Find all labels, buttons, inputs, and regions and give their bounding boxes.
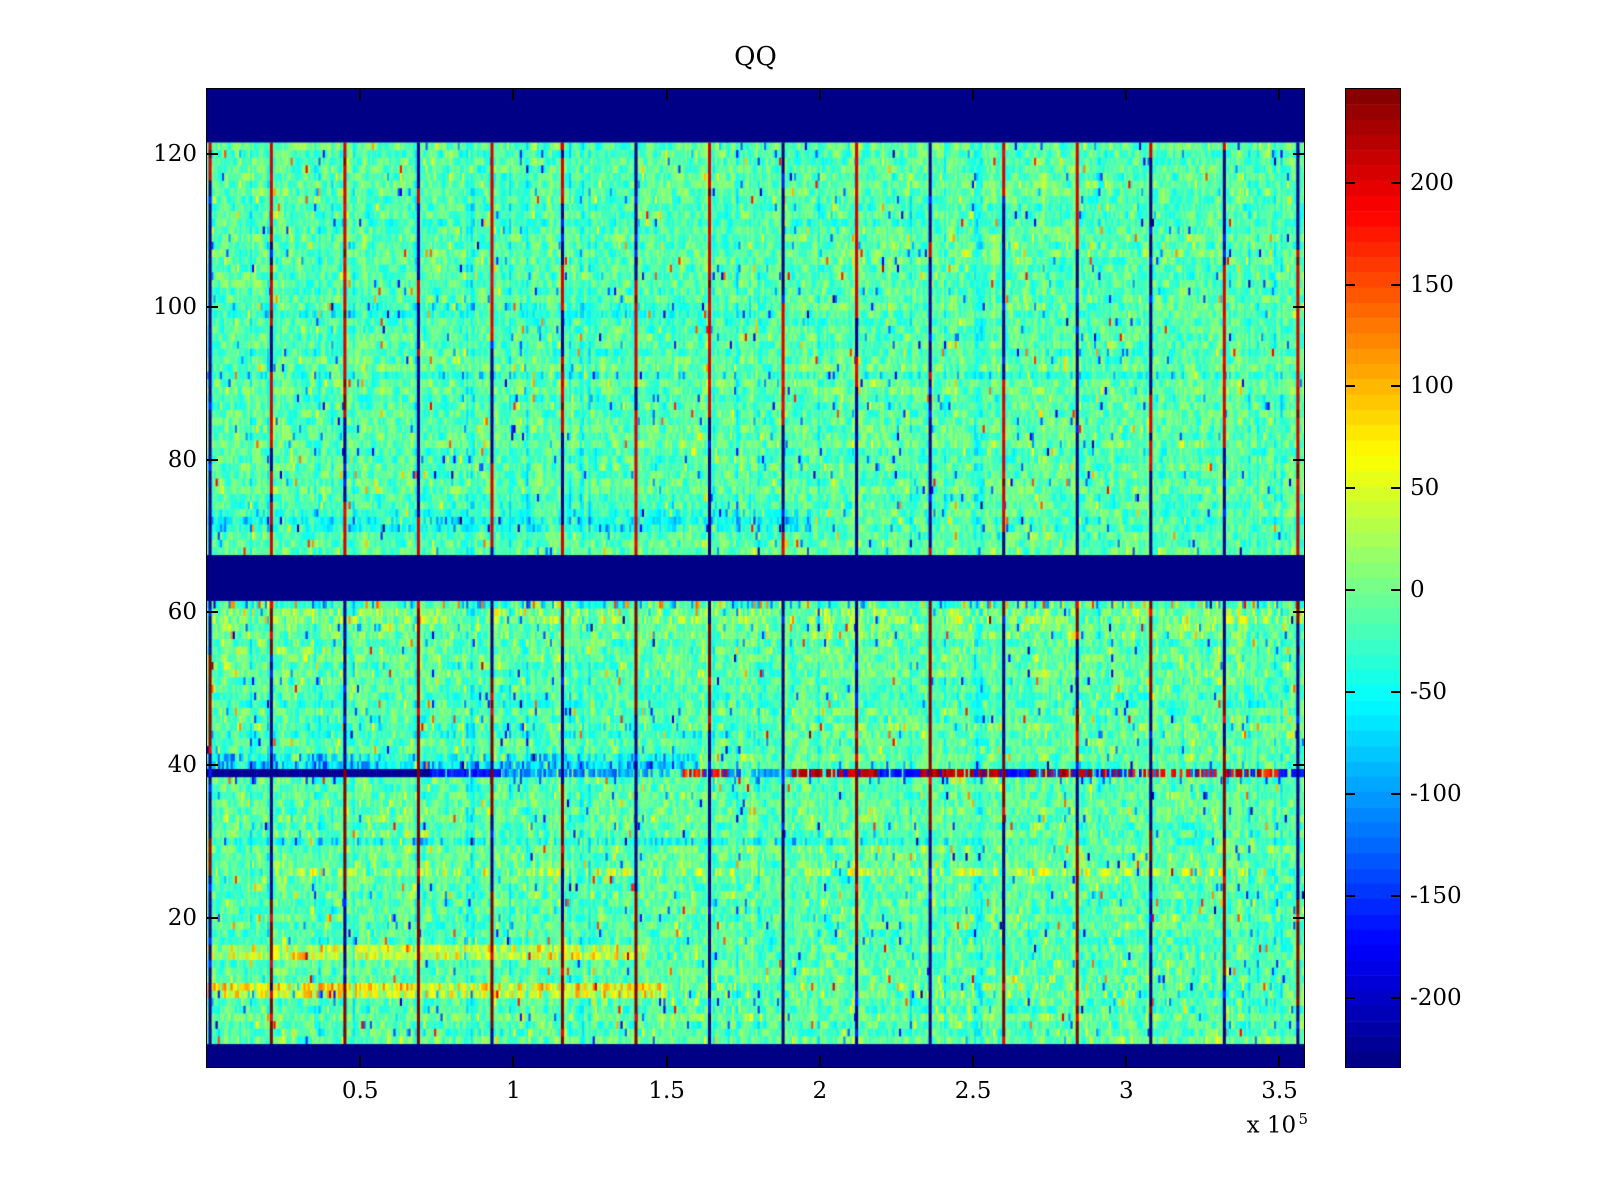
x-tick-mark bbox=[972, 1056, 975, 1067]
y-tick-label: 60 bbox=[167, 599, 197, 626]
y-tick-label: 40 bbox=[167, 752, 197, 779]
x-tick-label: 2 bbox=[812, 1078, 828, 1104]
colorbar-tick-mark-right bbox=[1391, 487, 1400, 490]
colorbar-tick-mark-right bbox=[1391, 894, 1400, 897]
colorbar-tick-mark bbox=[1346, 283, 1355, 286]
y-tick-label: 120 bbox=[153, 140, 197, 167]
x-tick-label: 1.5 bbox=[648, 1078, 685, 1104]
colorbar-tick-label: -100 bbox=[1410, 780, 1462, 807]
colorbar bbox=[1346, 89, 1400, 1067]
y-tick-label: 80 bbox=[167, 446, 197, 473]
colorbar-tick-label: 200 bbox=[1410, 169, 1454, 196]
x-tick-mark bbox=[359, 1056, 362, 1067]
y-tick-mark bbox=[207, 458, 218, 461]
y-tick-label: 20 bbox=[167, 905, 197, 931]
y-tick-label: 100 bbox=[153, 293, 197, 320]
y-tick-mark-right bbox=[1293, 305, 1304, 308]
colorbar-tick-mark bbox=[1346, 691, 1355, 694]
x-tick-mark-top bbox=[972, 89, 975, 100]
colorbar-tick-label: 50 bbox=[1410, 475, 1440, 502]
colorbar-tick-mark-right bbox=[1391, 181, 1400, 184]
x-axis-exponent-label: x 10 5 bbox=[1190, 1110, 1308, 1139]
x-tick-mark bbox=[665, 1056, 668, 1067]
y-tick-mark-right bbox=[1293, 764, 1304, 767]
y-tick-mark-right bbox=[1293, 152, 1304, 155]
plot-title: QQ bbox=[734, 42, 777, 72]
x-tick-mark-top bbox=[1125, 89, 1128, 100]
y-tick-mark-right bbox=[1293, 458, 1304, 461]
y-tick-mark-right bbox=[1293, 611, 1304, 614]
heatmap-image bbox=[207, 89, 1304, 1067]
y-tick-mark bbox=[207, 764, 218, 767]
colorbar-tick-mark-right bbox=[1391, 691, 1400, 694]
colorbar-tick-label: 150 bbox=[1410, 271, 1454, 298]
x-tick-mark-top bbox=[359, 89, 362, 100]
x-tick-label: 2.5 bbox=[954, 1078, 992, 1104]
x-tick-mark-top bbox=[512, 89, 515, 100]
colorbar-tick-mark-right bbox=[1391, 792, 1400, 795]
colorbar-tick-mark bbox=[1346, 487, 1355, 490]
x-tick-label: 3 bbox=[1118, 1078, 1134, 1104]
plot-axes-frame bbox=[206, 88, 1305, 1068]
x-tick-mark bbox=[818, 1056, 821, 1067]
colorbar-tick-mark-right bbox=[1391, 385, 1400, 388]
x-axis-exponent-prefix: x 10 bbox=[1246, 1112, 1297, 1139]
x-tick-mark-top bbox=[818, 89, 821, 100]
y-tick-mark bbox=[207, 305, 218, 308]
colorbar-tick-mark-right bbox=[1391, 996, 1400, 999]
colorbar-tick-mark bbox=[1346, 589, 1355, 592]
x-tick-mark bbox=[1278, 1056, 1281, 1067]
colorbar-frame bbox=[1345, 88, 1401, 1068]
y-tick-mark bbox=[207, 152, 218, 155]
colorbar-tick-label: -200 bbox=[1410, 984, 1462, 1011]
y-tick-mark-right bbox=[1293, 917, 1304, 919]
colorbar-tick-mark bbox=[1346, 996, 1355, 999]
x-axis-exponent-power: 5 bbox=[1298, 1110, 1308, 1128]
x-tick-mark-top bbox=[665, 89, 668, 100]
x-tick-label: 1 bbox=[506, 1078, 521, 1104]
colorbar-tick-mark bbox=[1346, 894, 1355, 897]
colorbar-tick-label: -50 bbox=[1410, 679, 1448, 706]
colorbar-tick-mark bbox=[1346, 792, 1355, 795]
colorbar-tick-label: 100 bbox=[1410, 373, 1454, 400]
y-tick-mark bbox=[207, 917, 218, 919]
x-tick-mark bbox=[1125, 1056, 1128, 1067]
colorbar-tick-mark-right bbox=[1391, 283, 1400, 286]
colorbar-tick-label: 0 bbox=[1410, 577, 1425, 604]
x-tick-mark-top bbox=[1278, 89, 1281, 100]
colorbar-tick-mark-right bbox=[1391, 589, 1400, 592]
x-tick-mark bbox=[512, 1056, 515, 1067]
x-tick-label: 0.5 bbox=[341, 1078, 379, 1104]
colorbar-tick-mark bbox=[1346, 385, 1355, 388]
colorbar-tick-mark bbox=[1346, 181, 1355, 184]
colorbar-tick-label: -150 bbox=[1410, 882, 1462, 909]
x-tick-label: 3.5 bbox=[1261, 1078, 1298, 1104]
y-tick-mark bbox=[207, 611, 218, 614]
